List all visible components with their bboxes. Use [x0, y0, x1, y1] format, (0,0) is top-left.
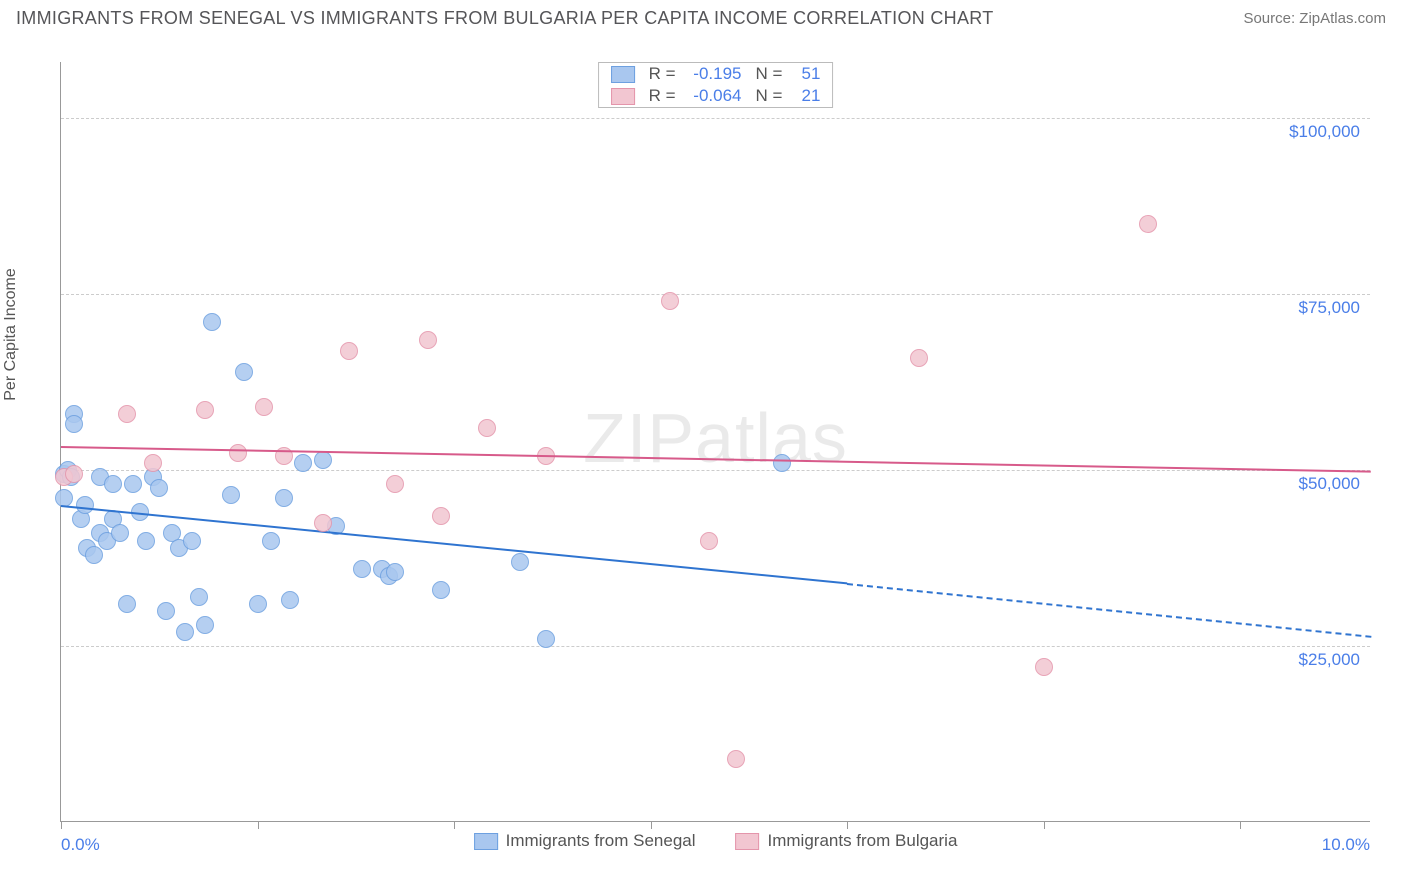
data-point [235, 363, 253, 381]
legend-swatch [474, 833, 498, 850]
data-point [222, 486, 240, 504]
data-point [727, 750, 745, 768]
stat-n-label: N = [756, 64, 783, 84]
legend-item: Immigrants from Senegal [474, 831, 696, 851]
data-point [1139, 215, 1157, 233]
data-point [773, 454, 791, 472]
source-attribution: Source: ZipAtlas.com [1243, 10, 1386, 27]
y-tick-label: $50,000 [1299, 474, 1360, 494]
data-point [190, 588, 208, 606]
data-point [137, 532, 155, 550]
stat-r-value: -0.195 [686, 64, 742, 84]
gridline [61, 118, 1370, 119]
data-point [419, 331, 437, 349]
data-point [262, 532, 280, 550]
y-axis-label: Per Capita Income [2, 268, 20, 401]
legend-swatch [611, 88, 635, 105]
data-point [386, 563, 404, 581]
stats-legend-row: R = -0.064 N = 21 [599, 85, 833, 107]
data-point [294, 454, 312, 472]
chart-title: IMMIGRANTS FROM SENEGAL VS IMMIGRANTS FR… [16, 8, 994, 29]
data-point [275, 489, 293, 507]
data-point [353, 560, 371, 578]
data-point [1035, 658, 1053, 676]
data-point [196, 616, 214, 634]
data-point [511, 553, 529, 571]
data-point [118, 595, 136, 613]
x-tick [61, 821, 62, 829]
data-point [281, 591, 299, 609]
data-point [157, 602, 175, 620]
gridline [61, 646, 1370, 647]
data-point [249, 595, 267, 613]
watermark: ZIPatlas [583, 398, 848, 478]
trend-line [61, 446, 1371, 473]
data-point [183, 532, 201, 550]
data-point [124, 475, 142, 493]
legend-label: Immigrants from Senegal [506, 831, 696, 851]
legend-swatch [611, 66, 635, 83]
x-tick [847, 821, 848, 829]
stat-n-label: N = [756, 86, 783, 106]
plot-area: ZIPatlas R =-0.195N =51R =-0.064N =21 Im… [60, 62, 1370, 822]
y-tick-label: $75,000 [1299, 298, 1360, 318]
legend-label: Immigrants from Bulgaria [768, 831, 958, 851]
y-tick-label: $100,000 [1289, 122, 1360, 142]
stat-n-value: 21 [792, 86, 820, 106]
data-point [700, 532, 718, 550]
chart-container: Per Capita Income ZIPatlas R =-0.195N =5… [16, 40, 1390, 876]
legend-swatch [736, 833, 760, 850]
data-point [537, 630, 555, 648]
x-tick [258, 821, 259, 829]
x-tick [1240, 821, 1241, 829]
gridline [61, 294, 1370, 295]
data-point [314, 514, 332, 532]
x-tick [651, 821, 652, 829]
data-point [144, 454, 162, 472]
series-legend: Immigrants from Senegal Immigrants from B… [474, 831, 958, 851]
data-point [65, 415, 83, 433]
y-tick-label: $25,000 [1299, 650, 1360, 670]
data-point [104, 475, 122, 493]
trend-line [847, 583, 1371, 638]
stat-r-value: -0.064 [686, 86, 742, 106]
data-point [65, 465, 83, 483]
stats-legend-row: R = -0.195 N = 51 [599, 63, 833, 85]
data-point [340, 342, 358, 360]
data-point [229, 444, 247, 462]
data-point [432, 507, 450, 525]
legend-item: Immigrants from Bulgaria [736, 831, 958, 851]
data-point [386, 475, 404, 493]
x-tick [454, 821, 455, 829]
stats-legend: R = -0.195 N = 51 R = -0.064 N = 21 [598, 62, 834, 108]
data-point [314, 451, 332, 469]
x-tick [1044, 821, 1045, 829]
data-point [432, 581, 450, 599]
data-point [910, 349, 928, 367]
data-point [150, 479, 168, 497]
data-point [76, 496, 94, 514]
data-point [661, 292, 679, 310]
data-point [196, 401, 214, 419]
data-point [255, 398, 273, 416]
data-point [111, 524, 129, 542]
stat-r-label: R = [649, 86, 676, 106]
gridline [61, 470, 1370, 471]
data-point [176, 623, 194, 641]
data-point [118, 405, 136, 423]
data-point [478, 419, 496, 437]
data-point [85, 546, 103, 564]
data-point [203, 313, 221, 331]
x-tick-label-end: 10.0% [1322, 835, 1370, 855]
stat-n-value: 51 [792, 64, 820, 84]
stat-r-label: R = [649, 64, 676, 84]
x-tick-label-start: 0.0% [61, 835, 100, 855]
